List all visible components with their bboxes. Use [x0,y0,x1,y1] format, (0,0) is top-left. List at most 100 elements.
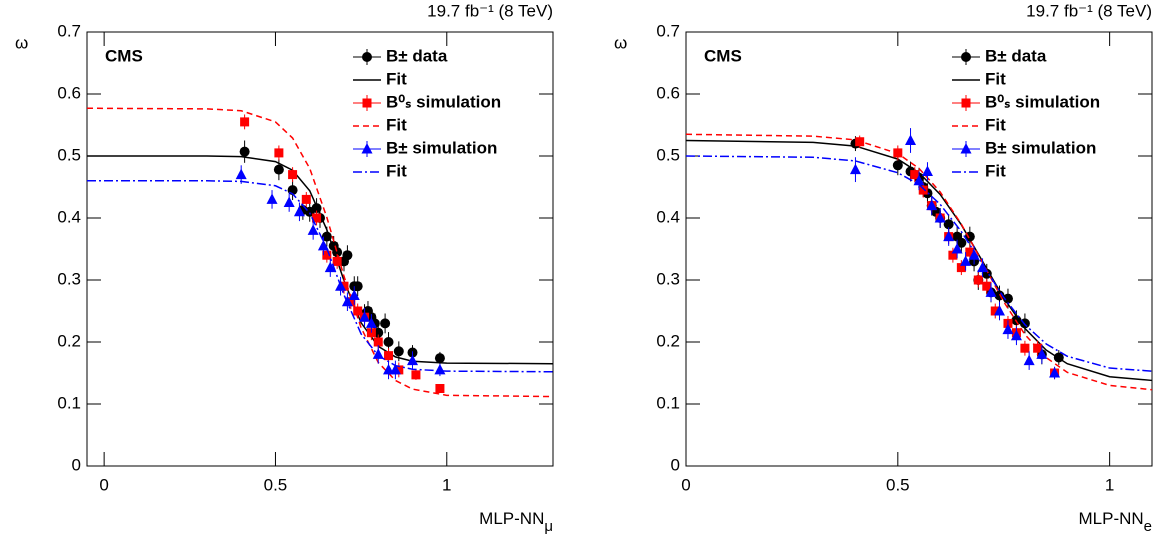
data-point [1020,343,1030,353]
data-point [380,318,391,329]
lumi-label: 19.7 fb⁻¹ (8 TeV) [1026,1,1152,20]
legend-label: Fit [985,115,1006,134]
x-axis-label: MLP-NNμ [479,509,553,534]
data-point [926,199,938,211]
data-point [317,239,329,251]
fit-line [685,133,1153,391]
data-point [394,365,404,375]
y-tick-label: 0.1 [57,393,81,412]
y-tick-label: 0.5 [57,145,81,164]
y-tick-label: 0.3 [656,269,680,288]
data-point [1033,343,1043,353]
x-tick-label: 0 [99,475,108,494]
data-point [951,243,963,254]
data-point [373,337,383,347]
legend-label: B⁰ₛ simulation [386,92,501,111]
data-point [1002,323,1014,335]
x-tick-label: 0.5 [264,475,288,494]
y-tick-label: 0.6 [57,83,81,102]
legend-label: B⁰ₛ simulation [985,92,1100,111]
data-point [332,256,342,266]
data-point [352,281,363,292]
x-axis-label-sub: e [1144,518,1152,535]
data-point [407,354,419,366]
data-point [1023,354,1035,366]
data-point [235,168,247,180]
legend-label: Fit [386,115,407,134]
data-point [956,237,967,248]
data-point [968,249,980,260]
y-axis-label: ω [614,33,627,52]
lumi-label: 19.7 fb⁻¹ (8 TeV) [427,1,553,20]
cms-label: CMS [704,46,742,65]
y-tick-label: 0.6 [656,83,680,102]
x-axis-label-main: MLP-NN [1078,509,1143,528]
fit-line [86,107,554,398]
data-point [1036,348,1048,359]
data-point [339,281,349,291]
data-point [965,247,975,257]
fit-line [87,155,554,365]
y-tick-label: 0.1 [656,393,680,412]
legend-marker [361,143,373,154]
legend-marker [362,98,372,108]
data-point [239,146,250,157]
data-point [910,170,920,180]
data-point [1010,329,1022,341]
y-tick-label: 0.7 [57,21,81,40]
y-axis-label: ω [15,33,28,52]
fit-line [87,180,554,373]
data-point [293,205,305,217]
x-axis-label-main: MLP-NN [479,509,544,528]
y-tick-label: 0.5 [656,145,680,164]
y-tick-label: 0.2 [57,331,81,350]
plot-frame [86,31,554,467]
legend-label: Fit [386,69,407,88]
data-point [240,117,250,127]
legend-label: Fit [985,69,1006,88]
x-axis-label: MLP-NNe [1078,509,1152,534]
x-tick-label: 0.5 [886,475,910,494]
x-tick-label: 1 [1105,475,1114,494]
data-point [943,230,955,242]
data-point [960,255,972,266]
data-point [348,289,360,300]
data-point [905,134,917,145]
y-tick-label: 0.4 [57,207,81,226]
data-point [353,306,363,316]
data-point [948,250,958,260]
cms-label: CMS [105,46,143,65]
plot-frame [685,31,1153,467]
data-point [434,363,446,375]
data-point [956,263,966,273]
y-tick-label: 0.3 [57,269,81,288]
data-point [288,170,298,180]
legend-label: B± simulation [985,138,1096,157]
data-point [283,196,295,207]
legend-label: Fit [386,161,407,180]
data-point [934,212,946,223]
data-point [993,305,1005,316]
x-tick-label: 0 [681,475,690,494]
data-point [372,348,384,359]
x-axis-label-sub: μ [544,518,553,535]
fit-line [685,155,1153,372]
panel: 0 0.1 0.2 0.3 0.4 0.5 0.6 0.7 0 0.5 1 19.7 fb⁻¹ (8 … [15,1,554,535]
data-point [324,261,336,273]
data-point [301,194,311,204]
legend-label: B± simulation [386,138,497,157]
data-point [849,163,861,175]
legend-marker [961,52,971,62]
legend-marker [362,52,372,62]
data-point [389,363,401,375]
data-point [990,306,1000,316]
data-point [312,213,322,223]
data-point [274,148,284,158]
data-point [346,297,356,307]
data-point [359,311,371,322]
legend-label: B± data [386,46,448,65]
legend-label: Fit [985,161,1006,180]
legend-marker [961,98,971,108]
y-tick-label: 0.7 [656,21,680,40]
